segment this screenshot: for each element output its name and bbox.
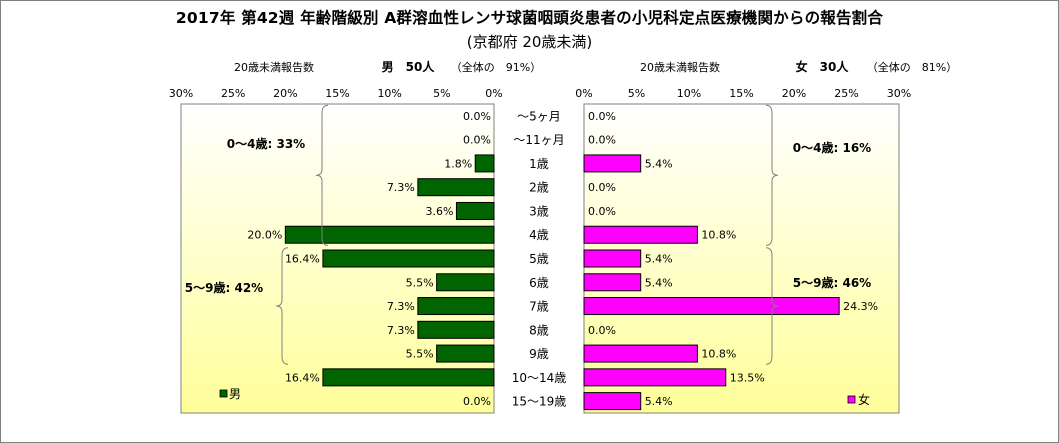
category-label: 7歳: [529, 300, 549, 314]
category-label: 〜11ヶ月: [513, 133, 564, 147]
data-label-male: 16.4%: [285, 371, 320, 384]
data-label-male: 16.4%: [285, 253, 320, 266]
data-label-male: 5.5%: [406, 348, 434, 361]
data-label-female: 13.5%: [730, 371, 765, 384]
header-count-label-right: 20歳未満報告数: [640, 61, 720, 74]
x-tick-label-left: 25%: [221, 87, 245, 100]
data-label-female: 0.0%: [588, 181, 616, 194]
bar-male: [322, 368, 495, 387]
category-label: 5歳: [529, 252, 549, 266]
data-label-male: 1.8%: [444, 157, 472, 170]
legend-swatch-female: [847, 395, 856, 404]
data-label-male: 3.6%: [425, 205, 453, 218]
data-label-female: 0.0%: [588, 134, 616, 147]
x-tick-label-right: 5%: [628, 87, 645, 100]
age-group-bracket-female: [765, 247, 779, 365]
x-tick-label-right: 30%: [887, 87, 911, 100]
data-label-female: 5.4%: [645, 276, 673, 289]
header-count-label-left: 20歳未満報告数: [234, 61, 314, 74]
category-label: 6歳: [529, 276, 549, 290]
data-label-female: 0.0%: [588, 205, 616, 218]
bar-male: [417, 320, 495, 339]
data-label-male: 20.0%: [247, 229, 282, 242]
x-tick-label-left: 15%: [325, 87, 349, 100]
bar-male: [322, 249, 495, 268]
x-tick-label-right: 20%: [782, 87, 806, 100]
category-label: 9歳: [529, 347, 549, 361]
bar-male: [284, 225, 495, 244]
data-label-female: 0.0%: [588, 110, 616, 123]
bar-female: [583, 154, 642, 173]
age-group-label-male: 5〜9歳: 42%: [185, 280, 263, 295]
data-label-female: 10.8%: [701, 229, 736, 242]
age-group-bracket-male: [275, 247, 289, 365]
data-label-male: 7.3%: [387, 300, 415, 313]
bar-female: [583, 392, 642, 411]
data-label-male: 0.0%: [463, 110, 491, 123]
x-tick-label-left: 30%: [169, 87, 193, 100]
x-tick-label-left: 0%: [485, 87, 502, 100]
header-share-left: （全体の 91%）: [451, 60, 541, 74]
age-group-label-male: 0〜4歳: 33%: [227, 136, 305, 151]
data-label-female: 5.4%: [645, 157, 673, 170]
x-tick-label-left: 20%: [273, 87, 297, 100]
x-tick-label-right: 0%: [575, 87, 592, 100]
data-label-female: 0.0%: [588, 324, 616, 337]
x-tick-label-right: 10%: [677, 87, 701, 100]
category-label: 3歳: [529, 204, 549, 218]
legend-swatch-male: [219, 389, 228, 398]
data-label-female: 5.4%: [645, 395, 673, 408]
data-label-male: 0.0%: [463, 395, 491, 408]
data-label-male: 7.3%: [387, 324, 415, 337]
x-tick-label-right: 15%: [729, 87, 753, 100]
x-tick-label-right: 25%: [834, 87, 858, 100]
data-label-male: 5.5%: [406, 276, 434, 289]
category-label: 1歳: [529, 157, 549, 171]
legend-label-male: 男: [229, 387, 241, 401]
x-tick-label-left: 5%: [433, 87, 450, 100]
category-label: 8歳: [529, 323, 549, 337]
header-count-left: 男 50人: [382, 59, 436, 74]
age-group-label-female: 0〜4歳: 16%: [793, 140, 871, 155]
bar-male: [436, 273, 495, 292]
age-group-bracket-female: [765, 104, 779, 246]
category-label: 4歳: [529, 228, 549, 242]
data-label-male: 0.0%: [463, 134, 491, 147]
bar-male: [474, 154, 495, 173]
data-label-male: 7.3%: [387, 181, 415, 194]
age-group-bracket-male: [315, 104, 329, 246]
data-label-female: 5.4%: [645, 253, 673, 266]
header-count-right: 女 30人: [796, 59, 850, 74]
chart-title: 2017年 第42週 年齢階級別 A群溶血性レンサ球菌咽頭炎患者の小児科定点医療…: [175, 9, 884, 27]
bar-male: [455, 201, 495, 220]
chart-subtitle: (京都府 20歳未満): [466, 33, 593, 51]
age-group-label-female: 5〜9歳: 46%: [793, 275, 871, 290]
data-label-female: 10.8%: [701, 348, 736, 361]
bar-female: [583, 368, 727, 387]
bar-male: [417, 297, 495, 316]
bar-female: [583, 297, 840, 316]
bar-female: [583, 249, 642, 268]
category-label: 10〜14歳: [512, 371, 567, 385]
x-tick-label-left: 10%: [377, 87, 401, 100]
category-label: 〜5ヶ月: [517, 109, 561, 123]
bar-male: [436, 344, 495, 363]
legend-label-female: 女: [858, 392, 870, 407]
bar-female: [583, 225, 698, 244]
header-share-right: （全体の 81%）: [867, 60, 957, 74]
bar-male: [417, 178, 495, 197]
bar-female: [583, 273, 642, 292]
data-label-female: 24.3%: [843, 300, 878, 313]
category-label: 15〜19歳: [512, 395, 567, 409]
bar-female: [583, 344, 698, 363]
category-label: 2歳: [529, 181, 549, 195]
